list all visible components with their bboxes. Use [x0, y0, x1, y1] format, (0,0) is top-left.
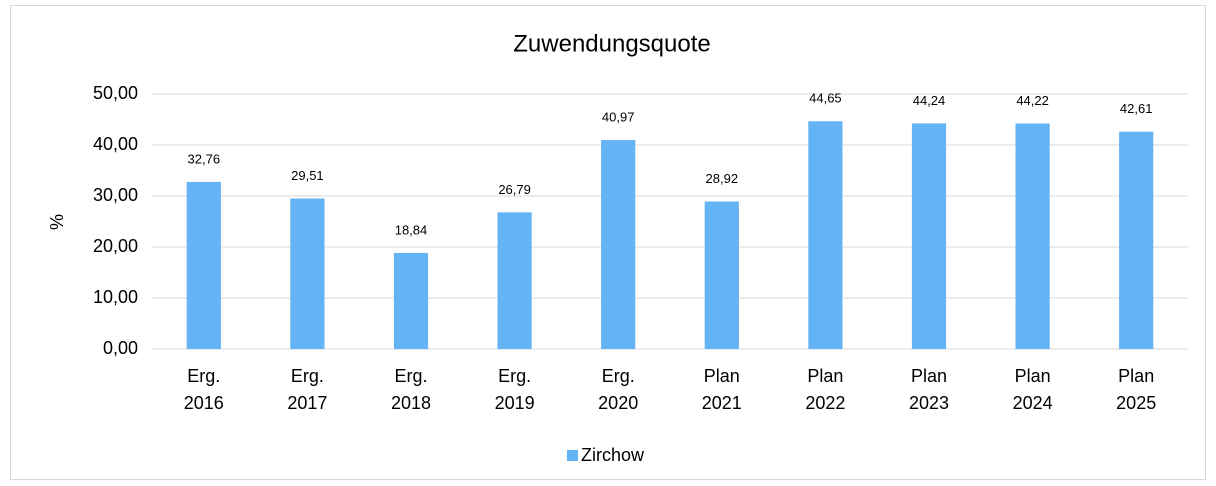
data-label: 44,22	[1016, 93, 1049, 108]
x-tick-label: Plan 2021	[702, 366, 742, 413]
data-label: 18,84	[395, 222, 428, 237]
data-label: 44,65	[809, 91, 842, 106]
y-tick-label: 30,00	[93, 185, 138, 205]
data-label: 29,51	[291, 168, 324, 183]
bar	[393, 252, 429, 349]
bar	[1119, 131, 1154, 349]
bar	[911, 123, 947, 349]
y-tick-label: 10,00	[93, 287, 138, 307]
bar	[186, 181, 221, 349]
bar	[497, 212, 532, 349]
x-tick-label: Plan 2023	[909, 366, 949, 413]
legend-label: Zirchow	[581, 445, 645, 465]
data-label: 44,24	[913, 93, 946, 108]
data-label: 40,97	[602, 109, 635, 124]
bar	[290, 198, 325, 349]
bar	[808, 121, 843, 349]
x-tick-label: Plan 2022	[805, 366, 845, 413]
x-tick-label: Plan 2024	[1013, 366, 1053, 413]
y-tick-label: 50,00	[93, 83, 138, 103]
x-tick-label: Erg. 2017	[287, 366, 327, 413]
legend-swatch	[567, 450, 578, 461]
bar	[1015, 123, 1050, 349]
data-label: 32,76	[188, 151, 221, 166]
chart-title: Zuwendungsquote	[513, 30, 710, 57]
y-tick-label: 20,00	[93, 236, 138, 256]
data-label: 26,79	[498, 182, 531, 197]
x-tick-label: Erg. 2019	[495, 366, 535, 413]
x-tick-label: Erg. 2020	[598, 366, 638, 413]
y-tick-label: 40,00	[93, 134, 138, 154]
x-tick-label: Erg. 2016	[184, 366, 224, 413]
x-tick-label: Plan 2025	[1116, 366, 1156, 413]
data-label: 42,61	[1120, 101, 1153, 116]
data-label: 28,92	[706, 171, 739, 186]
y-axis-label: %	[47, 214, 67, 230]
bar	[704, 201, 739, 349]
y-tick-label: 0,00	[103, 338, 138, 358]
bar	[601, 140, 636, 349]
x-tick-label: Erg. 2018	[391, 366, 431, 413]
